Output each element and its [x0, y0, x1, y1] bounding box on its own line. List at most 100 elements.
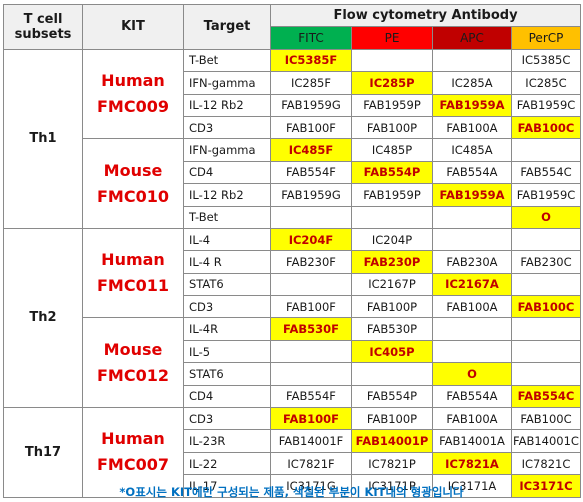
target-cell: IL-4 R: [183, 250, 271, 274]
antibody-cell: FAB1959C: [511, 93, 581, 117]
antibody-cell: FAB14001F: [270, 429, 352, 453]
antibody-cell: FAB100A: [432, 407, 512, 431]
header-kit: KIT: [82, 4, 184, 50]
kit-label: Mouse FMC010: [82, 138, 184, 229]
kit-species: Human: [101, 250, 165, 270]
antibody-cell: [351, 205, 433, 229]
antibody-cell: [270, 362, 352, 386]
target-cell: IL-4: [183, 227, 271, 252]
antibody-cell: FAB1959P: [351, 183, 433, 207]
table-row: IL-17 IC3171G IC3171P IC3171A IC3171C: [4, 474, 581, 498]
antibody-cell: FAB1959A: [432, 183, 512, 207]
target-cell: CD4: [183, 384, 271, 409]
antibody-cell: FAB1959P: [351, 93, 433, 117]
flow-cytometry-table: T cell subsets KIT Target Flow cytometry…: [3, 3, 581, 498]
antibody-cell: FAB230P: [351, 250, 433, 274]
target-cell: CD4: [183, 160, 271, 185]
antibody-cell: FAB100A: [432, 295, 512, 319]
table-row: CD3 FAB100F FAB100P FAB100A FAB100C: [4, 295, 581, 319]
antibody-cell: IC5385F: [270, 48, 352, 73]
kit-code: FMC012: [97, 365, 169, 385]
kit-label: Human FMC009: [82, 48, 184, 140]
antibody-cell: IC204P: [351, 227, 433, 252]
table-row: STAT6 O: [4, 362, 581, 386]
antibody-cell: FAB1959C: [511, 183, 581, 207]
kit-species: Mouse: [103, 339, 163, 359]
table-row: CD4 FAB554F FAB554P FAB554A FAB554C: [4, 160, 581, 185]
table-row: CD4 FAB554F FAB554P FAB554A FAB554C: [4, 384, 581, 409]
kit-species: Mouse: [103, 160, 163, 180]
antibody-cell: FAB230C: [511, 250, 581, 274]
kit-species: Human: [101, 429, 165, 449]
channel-apc: APC: [432, 26, 512, 50]
antibody-cell: FAB554C: [511, 384, 581, 409]
footnote: *O표시는 KIT에만 구성되는 제품, 색칠된 부분이 KIT내의 형광입니다: [119, 485, 464, 499]
table-row: Th1 Human FMC009 T-Bet IC5385F IC5385C: [3, 48, 581, 229]
target-cell: T-Bet: [183, 205, 271, 229]
target-cell: IL-12 Rb2: [183, 183, 271, 207]
antibody-cell: FAB554P: [351, 384, 433, 409]
antibody-cell: FAB100C: [511, 295, 581, 319]
channel-pe: PE: [351, 26, 433, 50]
table-body: Th1 Human FMC009 T-Bet IC5385F IC5385C IFN-gam…: [3, 48, 581, 498]
kit-code: FMC007: [97, 455, 169, 475]
antibody-cell: FAB100P: [351, 295, 433, 319]
target-cell: IFN-gamma: [183, 138, 271, 162]
target-cell: STAT6: [183, 272, 271, 297]
antibody-cell: IC7821F: [270, 451, 352, 476]
target-cell: IFN-gamma: [183, 71, 271, 95]
antibody-cell: [432, 48, 512, 73]
antibody-cell: FAB554A: [432, 160, 512, 185]
kit-label: Human FMC007: [82, 407, 184, 498]
antibody-cell: [432, 317, 512, 341]
antibody-cell: [270, 272, 352, 297]
target-cell: CD3: [183, 407, 271, 431]
kit-species: Human: [101, 71, 165, 91]
antibody-cell: IC485A: [432, 138, 512, 162]
table-row: Th17 Human FMC007 CD3 FAB100F FAB100P FAB100A F…: [3, 407, 581, 498]
antibody-cell: FAB100F: [270, 295, 352, 319]
antibody-cell: IC485P: [351, 138, 433, 162]
table-row: IFN-gamma IC285F IC285P IC285A IC285C: [4, 71, 581, 95]
antibody-cell: IC3171A: [432, 474, 512, 498]
antibody-cell: [270, 339, 352, 364]
antibody-cell: O: [511, 205, 581, 229]
antibody-cell: [511, 227, 581, 252]
table-row: IL-23R FAB14001F FAB14001P FAB14001A FAB1400…: [4, 429, 581, 453]
table-row: IL-4 R FAB230F FAB230P FAB230A FAB230C: [4, 250, 581, 274]
antibody-cell: FAB14001A: [432, 429, 512, 453]
target-cell: IL-23R: [183, 429, 271, 453]
antibody-cell: FAB100A: [432, 115, 512, 140]
target-cell: STAT6: [183, 362, 271, 386]
target-cell: CD3: [183, 295, 271, 319]
antibody-cell: FAB14001P: [351, 429, 433, 453]
header-target: Target: [183, 4, 271, 50]
kit-code: FMC010: [97, 186, 169, 206]
antibody-cell: [511, 362, 581, 386]
antibody-cell: IC2167A: [432, 272, 512, 297]
antibody-cell: IC285C: [511, 71, 581, 95]
kit-code: FMC009: [97, 97, 169, 117]
subset-label: Th17: [3, 407, 83, 498]
antibody-cell: [511, 272, 581, 297]
antibody-cell: FAB100P: [351, 407, 433, 431]
antibody-cell: FAB1959A: [432, 93, 512, 117]
table-row: IL-22 IC7821F IC7821P IC7821A IC7821C: [4, 451, 581, 476]
table-row: STAT6 IC2167P IC2167A: [4, 272, 581, 297]
antibody-cell: FAB100C: [511, 115, 581, 140]
antibody-cell: O: [432, 362, 512, 386]
kit-label: Human FMC011: [82, 227, 184, 319]
antibody-cell: FAB14001C: [511, 429, 581, 453]
antibody-cell: FAB554P: [351, 160, 433, 185]
table-row: Mouse FMC010 IFN-gamma IC485F IC485P IC485A: [4, 138, 581, 229]
antibody-cell: IC2167P: [351, 272, 433, 297]
target-cell: IL-22: [183, 451, 271, 476]
antibody-cell: FAB100F: [270, 115, 352, 140]
target-cell: IL-5: [183, 339, 271, 364]
antibody-cell: IC405P: [351, 339, 433, 364]
antibody-cell: IC7821C: [511, 451, 581, 476]
antibody-cell: IC7821P: [351, 451, 433, 476]
antibody-cell: IC5385C: [511, 48, 581, 73]
table-row: Th2 Human FMC011 IL-4 IC204F IC204P: [3, 227, 581, 409]
table-row: IL-12 Rb2 FAB1959G FAB1959P FAB1959A FAB1959…: [4, 183, 581, 207]
